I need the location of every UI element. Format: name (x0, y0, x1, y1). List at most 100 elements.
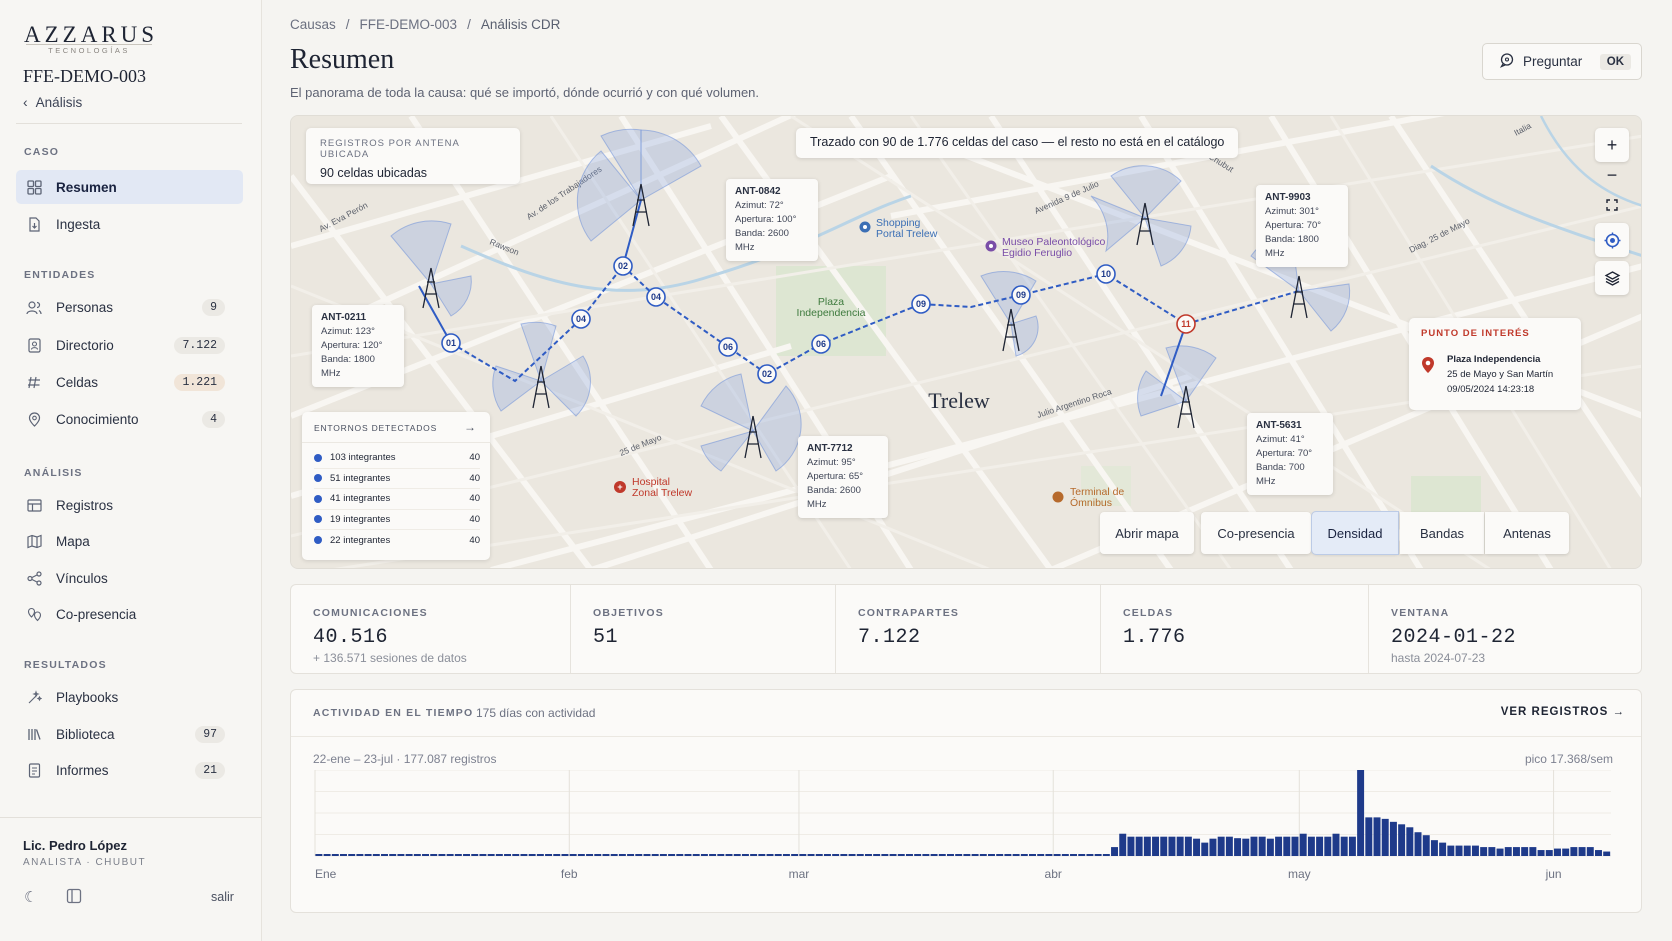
activity-bar (1471, 845, 1479, 856)
poi-card[interactable]: PUNTO DE INTERÉS Plaza Independencia 25 … (1409, 318, 1581, 410)
activity-bar (1176, 836, 1184, 856)
activity-bar (1545, 850, 1553, 856)
route-node[interactable] (1011, 285, 1031, 305)
located-cells-value: 90 celdas ubicadas (320, 166, 428, 180)
route-node[interactable] (1096, 264, 1116, 284)
activity-bar (430, 854, 438, 856)
sidebar-item-v-nculos[interactable]: Vínculos (16, 561, 243, 595)
breadcrumb-item[interactable]: FFE-DEMO-003 (359, 17, 458, 32)
ask-button[interactable]: Preguntar OK (1482, 43, 1642, 80)
environment-value: 40 (469, 452, 480, 464)
map-toolbar-co-presencia-button[interactable]: Co-presencia (1201, 512, 1311, 554)
fullscreen-icon[interactable] (1595, 188, 1629, 222)
sidebar-item-biblioteca[interactable]: Biblioteca 97 (16, 717, 243, 751)
sidebar-section-title: ANÁLISIS (24, 467, 83, 479)
map-panel[interactable]: Av. Eva Perón Av. de los Trabajadores Ra… (290, 115, 1642, 569)
sidebar-toggle-icon[interactable] (66, 888, 82, 908)
locate-icon[interactable] (1595, 223, 1629, 257)
environment-row[interactable]: 22 integrantes 40 (314, 530, 480, 551)
map-toolbar-abrir-mapa-button[interactable]: Abrir mapa (1100, 512, 1194, 554)
route-node[interactable] (1176, 314, 1196, 334)
sidebar-item-celdas[interactable]: Celdas 1.221 (16, 365, 243, 399)
antenna-card[interactable]: ANT-7712 Azimut: 95° Apertura: 65° Banda: 2… (798, 436, 888, 518)
activity-bar (733, 854, 741, 856)
sidebar-item-playbooks[interactable]: Playbooks (16, 680, 243, 714)
sidebar-section-title: ENTIDADES (24, 269, 96, 281)
route-node-label: 06 (723, 342, 733, 352)
count-badge: 4 (202, 410, 225, 428)
environment-row[interactable]: 51 integrantes 40 (314, 469, 480, 489)
dot-icon (314, 494, 322, 503)
zoom-in-button[interactable]: + (1595, 128, 1629, 162)
route-node[interactable] (718, 337, 738, 357)
route-node[interactable] (757, 364, 777, 384)
sidebar-item-directorio[interactable]: Directorio 7.122 (16, 328, 243, 362)
sidebar-item-ingesta[interactable]: Ingesta (16, 207, 243, 241)
antenna-card[interactable]: ANT-9903 Azimut: 301° Apertura: 70° Banda: … (1256, 185, 1348, 267)
layers-icon[interactable] (1595, 261, 1629, 295)
environment-row[interactable]: 103 integrantes 40 (314, 448, 480, 469)
environments-panel[interactable]: ENTORNOS DETECTADOS → 103 integrantes 40 5… (302, 412, 490, 560)
zoom-out-button[interactable]: − (1606, 164, 1618, 185)
map-toolbar-antenas-button[interactable]: Antenas (1485, 512, 1569, 554)
environment-label: 41 integrantes (330, 493, 391, 505)
environment-row[interactable]: 41 integrantes 40 (314, 489, 480, 510)
sidebar-item-conocimiento[interactable]: Conocimiento 4 (16, 402, 243, 436)
antenna-card[interactable]: ANT-0211 Azimut: 123° Apertura: 120° Banda:… (312, 305, 404, 387)
activity-bar (1463, 845, 1471, 856)
map-toolbar-bandas-button[interactable]: Bandas (1400, 512, 1484, 554)
activity-bar (1193, 838, 1201, 856)
antenna-icon (26, 374, 42, 390)
activity-bar (1381, 818, 1389, 856)
route-node[interactable] (571, 309, 591, 329)
route-node[interactable] (613, 256, 633, 276)
route-node[interactable] (911, 294, 931, 314)
breadcrumb-item[interactable]: Causas (290, 17, 336, 32)
antenna-azimut: Azimut: 72° (735, 200, 784, 211)
activity-bar (356, 854, 364, 856)
arrow-right-icon: → (1612, 706, 1625, 718)
activity-bar (577, 854, 585, 856)
antenna-card[interactable]: ANT-5631 Azimut: 41° Apertura: 70° Banda: 7… (1247, 413, 1333, 495)
activity-bar (1562, 848, 1570, 856)
route-node[interactable] (646, 287, 666, 307)
environment-value: 40 (469, 534, 480, 546)
sidebar-item-mapa[interactable]: Mapa (16, 524, 243, 558)
environment-label: 19 integrantes (330, 513, 391, 525)
moon-icon[interactable]: ☾ (24, 889, 38, 906)
activity-bar (725, 854, 733, 856)
month-tick-label: Ene (315, 867, 337, 881)
map-toolbar-densidad-button[interactable]: Densidad (1311, 511, 1399, 555)
route-node-label: 04 (651, 292, 661, 302)
view-records-link[interactable]: VER REGISTROS → (1501, 706, 1625, 718)
route-node[interactable] (811, 334, 831, 354)
antenna-card[interactable]: ANT-0842 Azimut: 72° Apertura: 100° Banda: … (726, 179, 818, 261)
logout-link[interactable]: salir (211, 890, 234, 904)
sidebar-item-registros[interactable]: Registros (16, 488, 243, 522)
activity-bar (1250, 836, 1258, 856)
route-node-label: 04 (576, 314, 586, 324)
activity-chart[interactable]: Enefebmarabrmayjunjul (309, 770, 1625, 900)
activity-bar (848, 854, 856, 856)
antenna-azimut: Azimut: 301° (1265, 206, 1319, 217)
arrow-right-icon[interactable]: → (464, 420, 476, 434)
activity-bar (315, 854, 323, 856)
activity-bar (815, 854, 823, 856)
activity-bar (1266, 838, 1274, 856)
sidebar-item-personas[interactable]: Personas 9 (16, 290, 243, 324)
sidebar-item-informes[interactable]: Informes 21 (16, 753, 243, 787)
route-node[interactable] (441, 333, 461, 353)
activity-bar (635, 854, 643, 856)
dot-icon (314, 474, 322, 483)
activity-bar (1061, 854, 1069, 856)
activity-bar (1488, 847, 1496, 856)
environment-row[interactable]: 19 integrantes 40 (314, 510, 480, 530)
sidebar-item-resumen[interactable]: Resumen (16, 170, 243, 204)
report-icon (26, 762, 42, 778)
share-nodes-icon (26, 570, 42, 586)
wand-icon (26, 689, 42, 705)
sidebar-item-co-presencia[interactable]: Co-presencia (16, 597, 243, 631)
activity-bar (1283, 836, 1291, 856)
stat-label: VENTANA (1391, 607, 1450, 619)
back-link[interactable]: ‹ Análisis (23, 94, 82, 110)
